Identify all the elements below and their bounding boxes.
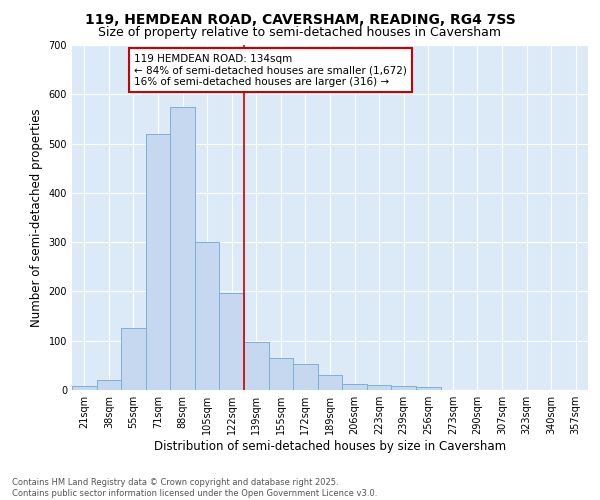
Bar xyxy=(269,358,293,390)
Bar xyxy=(391,386,416,390)
X-axis label: Distribution of semi-detached houses by size in Caversham: Distribution of semi-detached houses by … xyxy=(154,440,506,453)
Bar xyxy=(146,134,170,390)
Bar xyxy=(170,106,195,390)
Text: Contains HM Land Registry data © Crown copyright and database right 2025.
Contai: Contains HM Land Registry data © Crown c… xyxy=(12,478,377,498)
Bar xyxy=(72,386,97,390)
Bar xyxy=(367,385,391,390)
Bar xyxy=(342,384,367,390)
Y-axis label: Number of semi-detached properties: Number of semi-detached properties xyxy=(30,108,43,327)
Bar xyxy=(195,242,220,390)
Bar xyxy=(293,364,318,390)
Bar xyxy=(220,293,244,390)
Bar xyxy=(121,328,146,390)
Bar xyxy=(416,387,440,390)
Bar xyxy=(97,380,121,390)
Bar xyxy=(318,375,342,390)
Text: 119, HEMDEAN ROAD, CAVERSHAM, READING, RG4 7SS: 119, HEMDEAN ROAD, CAVERSHAM, READING, R… xyxy=(85,12,515,26)
Text: Size of property relative to semi-detached houses in Caversham: Size of property relative to semi-detach… xyxy=(98,26,502,39)
Bar xyxy=(244,342,269,390)
Text: 119 HEMDEAN ROAD: 134sqm
← 84% of semi-detached houses are smaller (1,672)
16% o: 119 HEMDEAN ROAD: 134sqm ← 84% of semi-d… xyxy=(134,54,407,87)
